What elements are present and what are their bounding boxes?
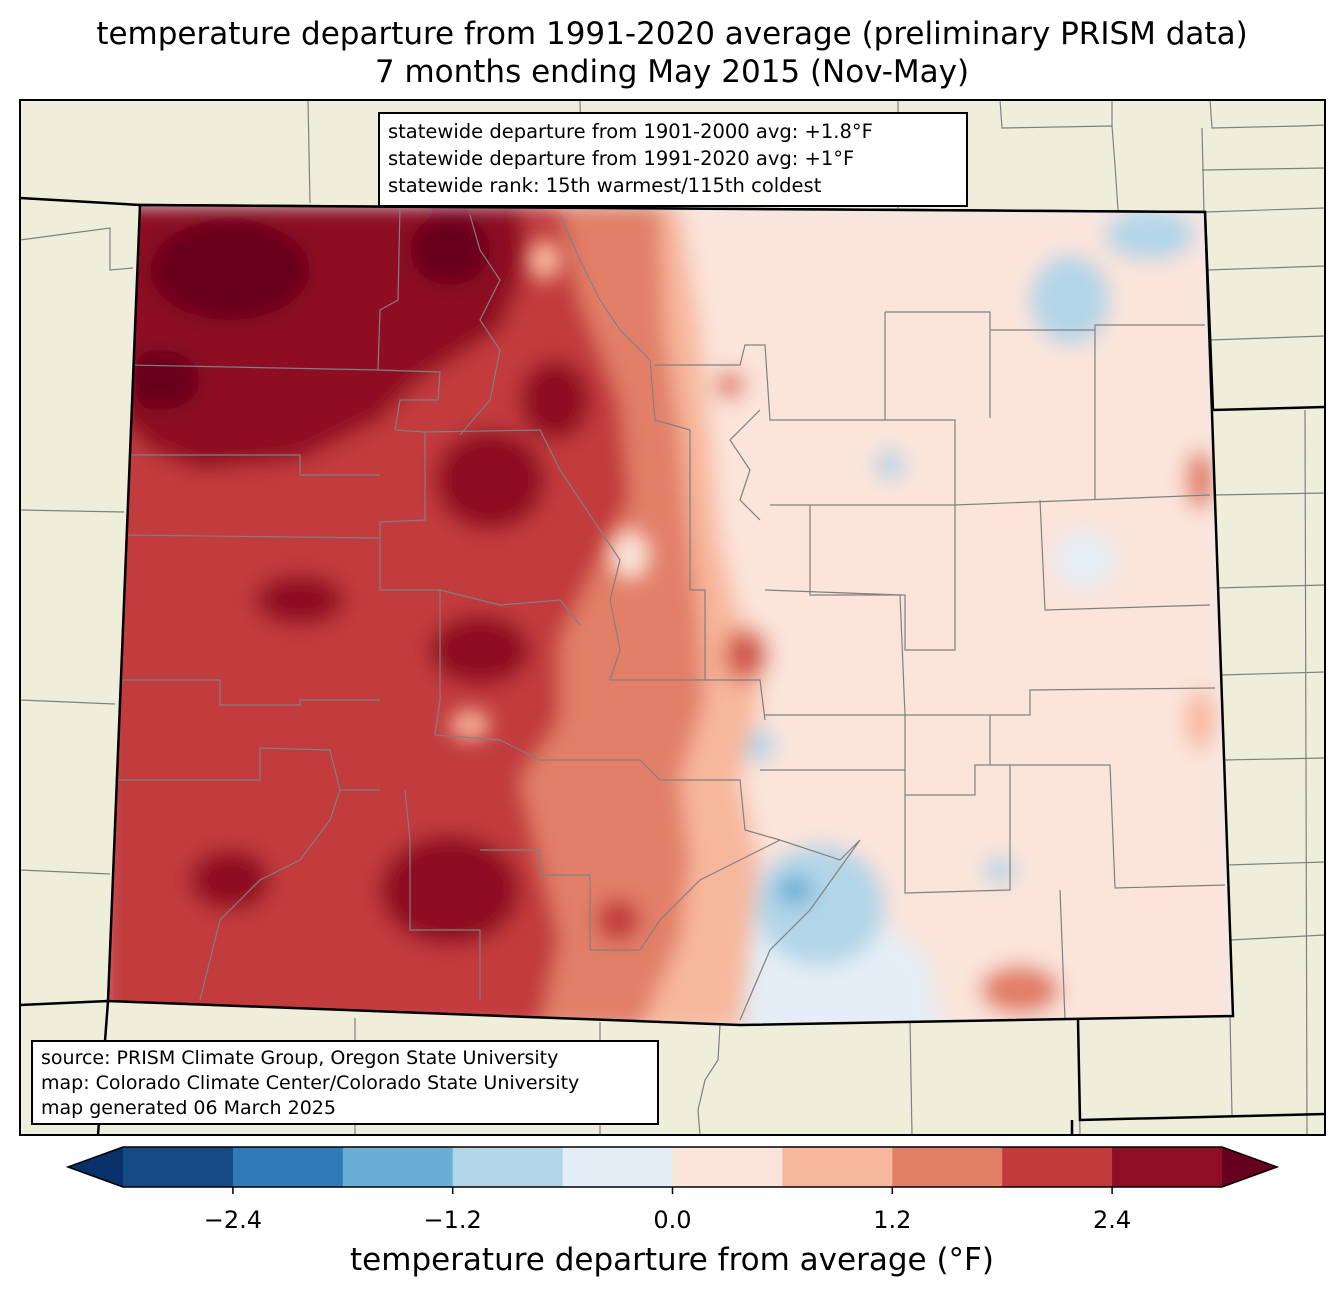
colorbar-bin [892,1147,1003,1187]
source-line-3: map generated 06 March 2025 [41,1097,336,1119]
colorbar-tick-label: −1.2 [423,1206,482,1234]
colorbar-bin [672,1147,783,1187]
colorbar [65,1146,1280,1194]
colorbar-label: temperature departure from average (°F) [350,1242,994,1278]
source-box: source: PRISM Climate Group, Oregon Stat… [31,1040,659,1125]
colorbar-bin [1002,1147,1113,1187]
stats-line-3: statewide rank: 15th warmest/115th colde… [388,174,822,197]
map-title-line1: temperature departure from 1991-2020 ave… [96,16,1248,52]
colorbar-tick-label: −2.4 [203,1206,263,1234]
colorbar-tick-label: 0.0 [653,1206,692,1234]
colorbar-bin [562,1147,673,1187]
colorbar-bin [342,1147,454,1187]
colorbar-tick-label: 1.2 [873,1206,912,1234]
colorbar-bin [1112,1147,1223,1187]
colorbar-extend-high [1222,1147,1277,1187]
colorbar-tick-label: 2.4 [1093,1206,1132,1234]
colorado-county-lines [110,206,1226,1021]
colorbar-bin [452,1147,564,1187]
map-frame-border [19,99,1326,1136]
colorbar-bin [123,1147,234,1187]
statewide-stats-box: statewide departure from 1901-2000 avg: … [378,112,968,207]
colorbar-bin [782,1147,893,1187]
colorbar-outline [65,1146,1280,1188]
stats-line-1: statewide departure from 1901-2000 avg: … [388,120,873,143]
colorbar-bin [232,1147,344,1187]
colorado-border [106,203,1235,1027]
source-line-1: source: PRISM Climate Group, Oregon Stat… [41,1047,559,1069]
temperature-anomaly-field [108,205,1233,1025]
source-line-2: map: Colorado Climate Center/Colorado St… [41,1072,580,1094]
colorbar-extend-low [68,1147,123,1187]
map-title-line2: 7 months ending May 2015 (Nov-May) [374,54,970,90]
stats-line-2: statewide departure from 1991-2020 avg: … [388,147,855,170]
